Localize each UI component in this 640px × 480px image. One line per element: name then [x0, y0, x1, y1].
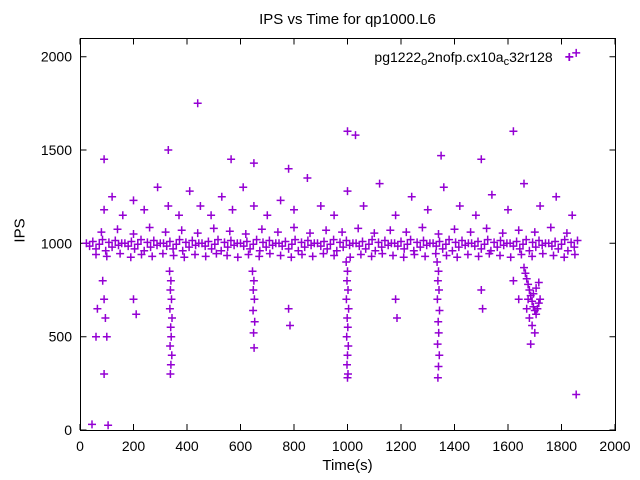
x-tick-label: 800 [282, 438, 306, 454]
x-tick-label: 600 [229, 438, 253, 454]
scatter-points [82, 48, 582, 430]
chart-title: IPS vs Time for qp1000.L6 [259, 11, 436, 28]
x-tick-label: 1000 [332, 438, 363, 454]
x-tick-label: 2000 [599, 438, 630, 454]
y-tick-label: 1000 [41, 235, 72, 251]
y-tick-label: 1500 [41, 142, 72, 158]
x-axis-label: Time(s) [322, 457, 373, 474]
x-tick-label: 1200 [385, 438, 416, 454]
legend: pg1222o2nofp.cx10ac32r128 + [80, 49, 574, 68]
legend-text: pg1222o2nofp.cx10ac32r128 [374, 49, 553, 68]
y-tick-label: 0 [64, 422, 72, 438]
x-tick-label: 1600 [492, 438, 523, 454]
y-tick-label: 2000 [41, 49, 72, 65]
y-tick-label: 500 [49, 329, 73, 345]
y-axis-label: IPS [11, 218, 29, 243]
x-tick-label: 0 [76, 438, 84, 454]
x-tick-label: 1800 [546, 438, 577, 454]
axis-ticks [79, 38, 616, 431]
legend-plus-marker-icon: + [564, 49, 574, 66]
x-tick-label: 1400 [439, 438, 470, 454]
x-tick-label: 200 [122, 438, 146, 454]
x-tick-label: 400 [175, 438, 199, 454]
